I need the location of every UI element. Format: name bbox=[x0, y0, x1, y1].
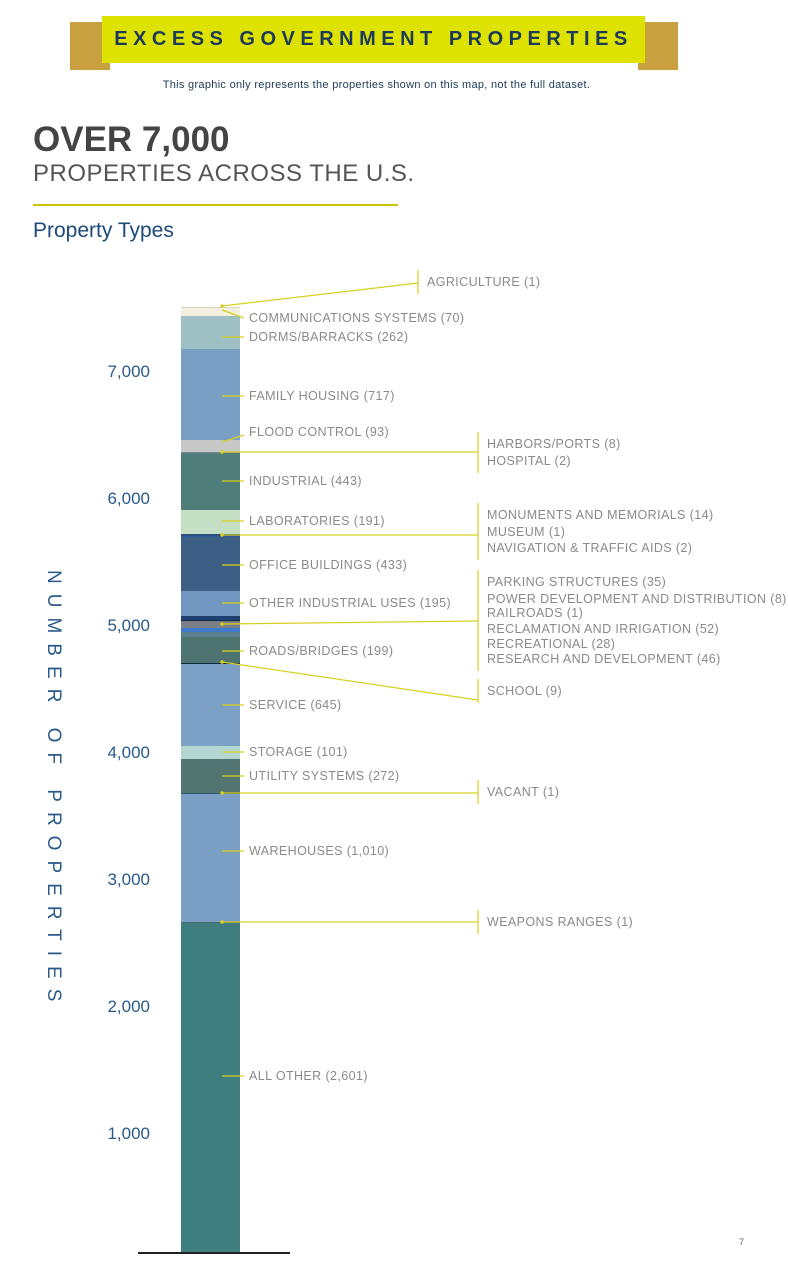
y-tick-label: 4,000 bbox=[107, 743, 150, 762]
page-number: 7 bbox=[739, 1237, 745, 1247]
bar-segment-recreational bbox=[181, 628, 240, 632]
bar-segment-weapons-ranges bbox=[181, 921, 240, 923]
leader-dot bbox=[220, 450, 224, 454]
data-label-reclamation-and-irrigation: RECLAMATION AND IRRIGATION (52) bbox=[487, 622, 720, 636]
leader-line bbox=[221, 282, 419, 307]
bar-segment-power-development-and-distribution bbox=[181, 620, 240, 622]
bar-segment-research-and-development bbox=[181, 631, 240, 638]
data-label-navigation-traffic-aids: NAVIGATION & TRAFFIC AIDS (2) bbox=[487, 541, 693, 555]
data-label-research-and-development: RESEARCH AND DEVELOPMENT (46) bbox=[487, 652, 721, 666]
bar-segment-laboratories bbox=[181, 509, 240, 534]
data-label-laboratories: LABORATORIES (191) bbox=[249, 514, 385, 528]
bar-segment-harbors-ports bbox=[181, 452, 240, 454]
y-tick-label: 5,000 bbox=[107, 616, 150, 635]
subheadline: PROPERTIES ACROSS THE U.S. bbox=[33, 160, 415, 187]
data-label-all-other: ALL OTHER (2,601) bbox=[249, 1069, 368, 1083]
leader-dot bbox=[220, 920, 224, 924]
leader-line bbox=[221, 434, 245, 443]
data-label-harbors-ports: HARBORS/PORTS (8) bbox=[487, 437, 621, 451]
bar-segment-warehouses bbox=[181, 793, 240, 922]
y-tick-label: 3,000 bbox=[107, 870, 150, 889]
data-label-hospital: HOSPITAL (2) bbox=[487, 454, 571, 468]
data-label-power-development-and-distribution: POWER DEVELOPMENT AND DISTRIBUTION (8) bbox=[487, 592, 787, 606]
bar-segment-family-housing bbox=[181, 349, 240, 441]
data-label-railroads: RAILROADS (1) bbox=[487, 606, 584, 620]
leader-dot bbox=[220, 533, 224, 537]
data-label-dorms-barracks: DORMS/BARRACKS (262) bbox=[249, 330, 409, 344]
bar-segment-school bbox=[181, 662, 240, 664]
data-label-industrial: INDUSTRIAL (443) bbox=[249, 474, 362, 488]
leader-dot bbox=[220, 622, 224, 626]
bar-segment-dorms-barracks bbox=[181, 316, 240, 350]
data-label-other-industrial-uses: OTHER INDUSTRIAL USES (195) bbox=[249, 596, 452, 610]
data-label-roads-bridges: ROADS/BRIDGES (199) bbox=[249, 644, 394, 658]
leader-line bbox=[221, 620, 479, 625]
data-label-warehouses: WAREHOUSES (1,010) bbox=[249, 844, 390, 858]
data-label-parking-structures: PARKING STRUCTURES (35) bbox=[487, 575, 667, 589]
data-label-monuments-and-memorials: MONUMENTS AND MEMORIALS (14) bbox=[487, 508, 714, 522]
bar-segment-agriculture bbox=[181, 306, 240, 308]
leader-dot bbox=[220, 660, 224, 664]
bar-segment-roads-bridges bbox=[181, 637, 240, 663]
data-label-office-buildings: OFFICE BUILDINGS (433) bbox=[249, 558, 408, 572]
data-label-storage: STORAGE (101) bbox=[249, 745, 348, 759]
section-title: Property Types bbox=[33, 219, 174, 242]
bar-segment-communications-systems bbox=[181, 307, 240, 316]
bar-segment-storage bbox=[181, 745, 240, 759]
bar-segment-hospital bbox=[181, 453, 240, 454]
data-label-vacant: VACANT (1) bbox=[487, 785, 560, 799]
data-label-utility-systems: UTILITY SYSTEMS (272) bbox=[249, 769, 400, 783]
bar-segment-vacant bbox=[181, 793, 240, 794]
divider bbox=[33, 204, 398, 206]
bar-segment-museum bbox=[181, 535, 240, 537]
x-axis-baseline bbox=[138, 1252, 290, 1254]
bar-segment-reclamation-and-irrigation bbox=[181, 621, 240, 629]
data-label-family-housing: FAMILY HOUSING (717) bbox=[249, 389, 395, 403]
data-label-agriculture: AGRICULTURE (1) bbox=[427, 275, 541, 289]
bar-segment-parking-structures bbox=[181, 615, 240, 621]
y-tick-label: 2,000 bbox=[107, 997, 150, 1016]
y-tick-label: 1,000 bbox=[107, 1124, 150, 1143]
leader-dot bbox=[220, 304, 224, 308]
y-tick-label: 7,000 bbox=[107, 362, 150, 381]
leader-line bbox=[221, 661, 479, 701]
data-label-museum: MUSEUM (1) bbox=[487, 525, 566, 539]
y-axis-label: NUMBER OF PROPERTIES bbox=[43, 570, 64, 1012]
y-tick-label: 6,000 bbox=[107, 489, 150, 508]
bar-segment-all-other bbox=[181, 921, 240, 1252]
data-label-recreational: RECREATIONAL (28) bbox=[487, 637, 616, 651]
data-label-school: SCHOOL (9) bbox=[487, 684, 563, 698]
bar-segment-office-buildings bbox=[181, 536, 240, 592]
bar-segment-flood-control bbox=[181, 440, 240, 453]
data-label-weapons-ranges: WEAPONS RANGES (1) bbox=[487, 915, 634, 929]
bar-segment-monuments-and-memorials bbox=[181, 533, 240, 536]
subtitle: This graphic only represents the propert… bbox=[162, 79, 591, 91]
leader-line bbox=[221, 309, 245, 319]
headline: OVER 7,000 bbox=[33, 120, 230, 159]
bar-segment-railroads bbox=[181, 621, 240, 623]
data-label-communications-systems: COMMUNICATIONS SYSTEMS (70) bbox=[249, 311, 465, 325]
data-label-flood-control: FLOOD CONTROL (93) bbox=[249, 425, 390, 439]
data-label-service: SERVICE (645) bbox=[249, 698, 342, 712]
title-banner: EXCESS GOVERNMENT PROPERTIES bbox=[102, 16, 645, 63]
leader-dot bbox=[220, 791, 224, 795]
